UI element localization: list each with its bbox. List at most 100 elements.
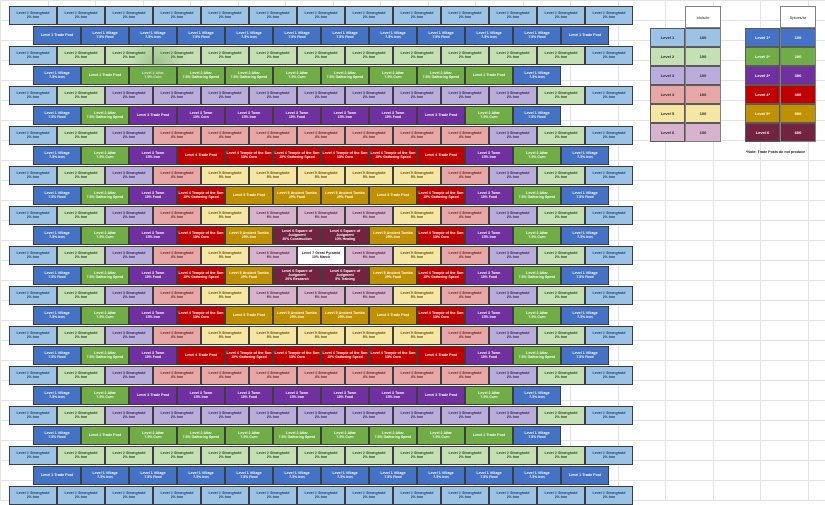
building-tile[interactable]: Level 1 Village 7.5% Food xyxy=(561,346,609,365)
building-tile[interactable]: Level 3 Town 15% Iron xyxy=(129,226,177,245)
building-tile[interactable]: Level 2 Stronghold 2% Iron xyxy=(537,86,585,105)
building-tile[interactable]: Level 1 Stronghold 2% Iron xyxy=(9,366,57,385)
building-tile[interactable]: Level 1 Stronghold 2% Iron xyxy=(9,486,57,505)
building-tile[interactable]: Level 1 Village 7.5% Iron xyxy=(513,66,561,85)
building-tile[interactable]: Level 1 Stronghold 2% Iron xyxy=(9,246,57,265)
building-tile[interactable]: Level 3 Town 15% Iron xyxy=(129,146,177,165)
legend-idols-row-value[interactable]: 100 xyxy=(685,66,721,85)
building-tile[interactable]: Level 2 Altar 7.5% Corn xyxy=(465,106,513,125)
legend-spices-row-label[interactable]: Level 4* xyxy=(745,85,780,104)
building-tile[interactable]: Level 1 Stronghold 2% Iron xyxy=(9,86,57,105)
building-tile[interactable]: Level 1 Stronghold 2% Iron xyxy=(201,486,249,505)
building-tile[interactable]: Level 5 Ancient Tombs 25% Iron xyxy=(321,306,369,325)
building-tile[interactable]: Level 1 Stronghold 2% Iron xyxy=(537,486,585,505)
building-tile[interactable]: Level 1 Village 7.5% Food xyxy=(561,186,609,205)
building-tile[interactable]: Level 1 Village 7.5% Food xyxy=(225,466,273,485)
building-tile[interactable]: Level 1 Stronghold 2% Iron xyxy=(9,126,57,145)
building-tile[interactable]: Level 2 Stronghold 2% Iron xyxy=(105,446,153,465)
building-tile[interactable]: Level 2 Altar 7.5% Corn xyxy=(369,66,417,85)
building-tile[interactable]: Level 6 Stronghold 6% Iron xyxy=(297,286,345,305)
building-tile[interactable]: Level 3 Town 15% Food xyxy=(321,386,369,405)
building-tile[interactable]: Level 1 Stronghold 2% Iron xyxy=(297,6,345,25)
building-tile[interactable]: Level 3 Stronghold 2% Iron xyxy=(105,366,153,385)
building-tile[interactable]: Level 1 Stronghold 2% Iron xyxy=(345,486,393,505)
building-tile[interactable]: Level 4 Temple of the Sun 15% Gathering S… xyxy=(417,186,465,205)
building-tile[interactable]: Level 1 Village 7.5% Food xyxy=(33,106,81,125)
building-tile[interactable]: Level 2 Stronghold 2% Iron xyxy=(345,446,393,465)
building-tile[interactable]: Level 1 Village 7.5% Food xyxy=(369,466,417,485)
building-tile[interactable]: Level 2 Altar 7.5% Gathering Speed xyxy=(177,66,225,85)
building-tile[interactable]: Level 5 Stronghold 5% Iron xyxy=(249,166,297,185)
building-tile[interactable]: Level 1 Village 7.5% Food xyxy=(33,426,81,445)
building-tile[interactable]: Level 6 Square of Judgment 10% Healing xyxy=(321,226,369,245)
building-tile[interactable]: Level 2 Altar 7.5% Corn xyxy=(273,66,321,85)
building-tile[interactable]: Level 3 Stronghold 2% Iron xyxy=(153,406,201,425)
building-tile[interactable]: Level 3 Town 15% Food xyxy=(129,186,177,205)
building-tile[interactable]: Level 1 Stronghold 2% Iron xyxy=(393,6,441,25)
building-tile[interactable]: Level 2 Altar 7.5% Gathering Speed xyxy=(81,186,129,205)
building-tile[interactable]: Level 1 Stronghold 2% Iron xyxy=(249,6,297,25)
building-tile[interactable]: Level 2 Stronghold 2% Iron xyxy=(105,46,153,65)
building-tile[interactable]: Level 3 Stronghold 2% Iron xyxy=(249,86,297,105)
building-tile[interactable]: Level 4 Stronghold 4% Iron xyxy=(345,366,393,385)
legend-spices-row-label[interactable]: Level 2* xyxy=(745,47,780,66)
building-tile[interactable]: Level 3 Town 15% Iron xyxy=(177,386,225,405)
building-tile[interactable]: Level 2 Altar 7.5% Corn xyxy=(513,306,561,325)
building-tile[interactable]: Level 3 Stronghold 2% Iron xyxy=(201,86,249,105)
building-tile[interactable]: Level 4 Stronghold 4% Iron xyxy=(201,366,249,385)
building-tile[interactable]: Level 2 Altar 7.5% Corn xyxy=(81,306,129,325)
building-tile[interactable]: Level 3 Stronghold 2% Iron xyxy=(297,86,345,105)
building-tile[interactable]: Level 1 Village 7.5% Food xyxy=(465,466,513,485)
building-tile[interactable]: Level 4 Stronghold 4% Iron xyxy=(249,366,297,385)
building-tile[interactable]: Level 1 Stronghold 2% Iron xyxy=(249,486,297,505)
building-tile[interactable]: Level 3 Town 15% Food xyxy=(369,106,417,125)
building-tile[interactable]: Level 1 Village 7.5% Iron xyxy=(273,466,321,485)
building-tile[interactable]: Level 2 Altar 7.5% Gathering Speed xyxy=(417,66,465,85)
building-tile[interactable]: Level 5 Stronghold 5% Iron xyxy=(201,206,249,225)
building-tile[interactable]: Level 1 Village 7.5% Iron xyxy=(33,226,81,245)
building-tile[interactable]: Level 4 Temple of the Sun 15% Gathering S… xyxy=(273,146,321,165)
building-tile[interactable]: Level 3 Stronghold 2% Iron xyxy=(441,406,489,425)
building-tile[interactable]: Level 2 Stronghold 2% Iron xyxy=(57,446,105,465)
building-tile[interactable]: Level 3 Town 15% Iron xyxy=(465,146,513,165)
building-tile[interactable]: Level 2 Altar 7.5% Corn xyxy=(417,426,465,445)
building-tile[interactable]: Level 4 Stronghold 4% Iron xyxy=(153,246,201,265)
building-tile[interactable]: Level 2 Altar 7.5% Gathering Speed xyxy=(81,266,129,285)
building-tile[interactable]: Level 4 Temple of the Sun 15% Corn xyxy=(177,306,225,325)
building-tile[interactable]: Level 4 Temple of the Sun 15% Gathering S… xyxy=(417,266,465,285)
building-tile[interactable]: Level 3 Town 15% Food xyxy=(225,386,273,405)
building-tile[interactable]: Level 3 Stronghold 2% Iron xyxy=(489,206,537,225)
building-tile[interactable]: Level 1 Stronghold 2% Iron xyxy=(105,486,153,505)
legend-idols-row-label[interactable]: Level 1 xyxy=(650,28,685,47)
building-tile[interactable]: Level 3 Stronghold 2% Iron xyxy=(105,406,153,425)
building-tile[interactable]: Level 1 Stronghold 2% Iron xyxy=(489,486,537,505)
building-tile[interactable]: Level 3 Trade Post xyxy=(129,106,177,125)
building-tile[interactable]: Level 1 Stronghold 2% Iron xyxy=(585,326,633,345)
building-tile[interactable]: Level 1 Stronghold 2% Iron xyxy=(585,206,633,225)
building-tile[interactable]: Level 1 Stronghold 2% Iron xyxy=(57,486,105,505)
building-tile[interactable]: Level 6 Stronghold 6% Iron xyxy=(297,206,345,225)
building-tile[interactable]: Level 1 Stronghold 2% Iron xyxy=(585,246,633,265)
building-tile[interactable]: Level 3 Stronghold 2% Iron xyxy=(105,126,153,145)
legend-idols-row-value[interactable]: 100 xyxy=(685,47,721,66)
building-tile[interactable]: Level 1 Stronghold 2% Iron xyxy=(441,6,489,25)
building-tile[interactable]: Level 3 Stronghold 2% Iron xyxy=(489,366,537,385)
building-tile[interactable]: Level 2 Altar 7.5% Corn xyxy=(225,426,273,445)
building-tile[interactable]: Level 3 Stronghold 2% Iron xyxy=(345,86,393,105)
building-tile[interactable]: Level 4 Stronghold 4% Iron xyxy=(153,206,201,225)
building-tile[interactable]: Level 1 Village 7.5% Iron xyxy=(513,466,561,485)
building-tile[interactable]: Level 2 Altar 7.5% Corn xyxy=(81,386,129,405)
building-tile[interactable]: Level 3 Stronghold 2% Iron xyxy=(393,86,441,105)
building-tile[interactable]: Level 1 Stronghold 2% Iron xyxy=(441,486,489,505)
building-tile[interactable]: Level 5 Stronghold 5% Iron xyxy=(201,286,249,305)
building-tile[interactable]: Level 5 Stronghold 5% Iron xyxy=(393,326,441,345)
building-tile[interactable]: Level 2 Stronghold 2% Iron xyxy=(393,446,441,465)
building-tile[interactable]: Level 4 Stronghold 4% Iron xyxy=(153,126,201,145)
building-tile[interactable]: Level 4 Temple of the Sun 15% Gathering S… xyxy=(177,266,225,285)
building-tile[interactable]: Level 2 Stronghold 2% Iron xyxy=(489,446,537,465)
legend-idols-row-value[interactable]: 100 xyxy=(685,28,721,47)
building-tile[interactable]: Level 2 Stronghold 2% Iron xyxy=(153,46,201,65)
building-tile[interactable]: Level 3 Town 15% Iron xyxy=(465,226,513,245)
building-tile[interactable]: Level 2 Altar 7.5% Gathering Speed xyxy=(513,186,561,205)
